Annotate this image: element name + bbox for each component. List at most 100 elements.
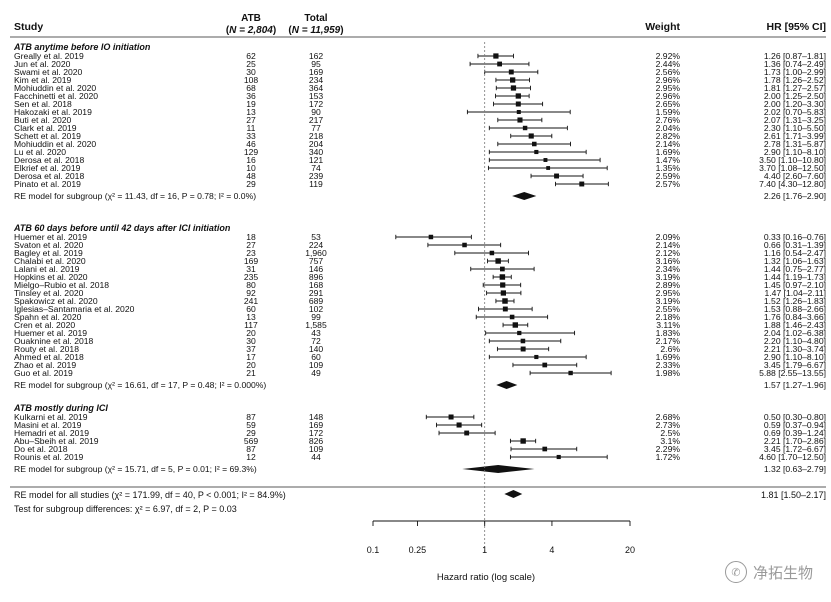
study-name: Hemadri et al. 2019 — [14, 428, 89, 438]
weight-value: 2.59% — [656, 171, 681, 181]
point-estimate — [448, 414, 454, 420]
weight-value: 2.56% — [656, 67, 681, 77]
point-estimate — [502, 298, 508, 304]
atb-count: 27 — [246, 240, 256, 250]
weight-value: 2.33% — [656, 360, 681, 370]
hr-ci-value: 1.26 [0.87–1.81] — [764, 51, 826, 61]
hr-ci-value: 3.70 [1.08–12.50] — [759, 163, 826, 173]
header-total: Total — [304, 13, 327, 24]
atb-count: 21 — [246, 368, 256, 378]
weight-value: 2.57% — [656, 179, 681, 189]
total-count: 340 — [309, 147, 324, 157]
total-count: 896 — [309, 272, 324, 282]
hr-ci-value: 1.78 [1.26–2.52] — [764, 75, 826, 85]
point-estimate — [520, 438, 526, 444]
study-name: Rounis et al. 2019 — [14, 452, 83, 462]
total-count: 109 — [309, 360, 324, 370]
hr-ci-value: 2.00 [1.25–2.50] — [764, 91, 826, 101]
point-estimate — [456, 422, 462, 428]
total-count: 102 — [309, 304, 324, 314]
hr-ci-value: 2.21 [1.70–2.86] — [764, 436, 826, 446]
weight-value: 2.68% — [656, 412, 681, 422]
point-estimate — [515, 101, 521, 107]
subgroup-hr-ci: 1.57 [1.27–1.96] — [764, 380, 826, 390]
point-estimate — [546, 166, 551, 170]
header-total-n: (N = 11,959) — [288, 25, 343, 36]
hr-ci-value: 1.53 [0.88–2.66] — [764, 304, 826, 314]
weight-value: 3.1% — [660, 436, 680, 446]
point-estimate — [520, 346, 526, 352]
total-count: 140 — [309, 344, 324, 354]
hr-ci-value: 2.30 [1.10–5.50] — [764, 123, 826, 133]
total-count: 72 — [311, 336, 321, 346]
hr-ci-value: 2.00 [1.20–3.30] — [764, 99, 826, 109]
study-name: Clark et al. 2019 — [14, 123, 77, 133]
weight-value: 2.14% — [656, 240, 681, 250]
weight-value: 2.65% — [656, 99, 681, 109]
hr-ci-value: 3.45 [1.72–6.67] — [764, 444, 826, 454]
weight-value: 2.73% — [656, 420, 681, 430]
weight-value: 1.35% — [656, 163, 681, 173]
weight-value: 2.76% — [656, 115, 681, 125]
atb-count: 12 — [246, 452, 256, 462]
point-estimate — [489, 250, 495, 256]
study-name: Schett et al. 2019 — [14, 131, 81, 141]
study-name: Hakozaki et al. 2019 — [14, 107, 92, 117]
study-name: Do et al. 2018 — [14, 444, 68, 454]
header-atb-n-text: N = 2,804 — [229, 25, 273, 36]
total-count: 239 — [309, 171, 324, 181]
point-estimate — [464, 430, 470, 436]
total-count: 60 — [311, 352, 321, 362]
subgroup-hr-ci: 1.32 [0.63–2.79] — [764, 464, 826, 474]
point-estimate — [554, 173, 560, 179]
total-count: 53 — [311, 232, 321, 242]
wechat-icon: ✆ — [724, 561, 747, 583]
hr-ci-value: 1.44 [1.19–1.73] — [764, 272, 826, 282]
hr-ci-value: 1.44 [0.75–2.77] — [764, 264, 826, 274]
study-rows: ATB anytime before IO initiationGreally … — [13, 42, 826, 498]
atb-count: 20 — [246, 328, 256, 338]
subgroup-model-label: RE model for subgroup (χ² = 15.71, df = … — [14, 464, 257, 474]
hr-ci-value: 2.02 [0.70–5.83] — [764, 107, 826, 117]
point-estimate — [532, 141, 537, 147]
study-name: Ahmed et al. 2018 — [14, 352, 84, 362]
weight-value: 2.95% — [656, 288, 681, 298]
total-count: 234 — [309, 75, 324, 85]
subgroup-title: ATB 60 days before until 42 days after I… — [13, 223, 231, 233]
weight-value: 1.69% — [656, 352, 681, 362]
weight-value: 2.82% — [656, 131, 681, 141]
point-estimate — [428, 234, 434, 240]
study-name: Tinsley et al. 2020 — [14, 288, 84, 298]
study-name: Sen et al. 2018 — [14, 99, 72, 109]
x-axis-label: Hazard ratio (log scale) — [437, 572, 535, 583]
hr-ci-value: 2.20 [1.10–4.80] — [764, 336, 826, 346]
weight-value: 2.44% — [656, 59, 681, 69]
weight-value: 2.34% — [656, 264, 681, 274]
study-name: Svaton et al. 2020 — [14, 240, 83, 250]
atb-count: 13 — [246, 312, 256, 322]
study-name: Masini et al. 2019 — [14, 420, 82, 430]
atb-count: 31 — [246, 264, 256, 274]
study-name: Pinato et al. 2019 — [14, 179, 81, 189]
hr-ci-value: 0.66 [0.31–1.39] — [764, 240, 826, 250]
overall-hr-ci: 1.81 [1.50–2.17] — [761, 490, 826, 500]
total-count: 146 — [309, 264, 324, 274]
hr-ci-value: 7.40 [4.30–12.80] — [759, 179, 826, 189]
atb-count: 46 — [246, 139, 256, 149]
atb-count: 62 — [246, 51, 256, 61]
hr-ci-value: 1.81 [1.27–2.57] — [764, 83, 826, 93]
weight-value: 3.16% — [656, 256, 681, 266]
total-count: 148 — [309, 412, 324, 422]
atb-count: 20 — [246, 360, 256, 370]
point-estimate — [500, 290, 507, 296]
atb-count: 80 — [246, 280, 256, 290]
total-count: 169 — [309, 420, 324, 430]
atb-count: 87 — [246, 444, 256, 454]
header-total-n-text: N = 11,959 — [292, 25, 341, 36]
point-estimate — [500, 282, 506, 288]
overall-model-label: RE model for all studies (χ² = 171.99, d… — [14, 490, 286, 500]
study-name: Kim et al. 2019 — [14, 75, 72, 85]
study-name: Huemer et al. 2019 — [14, 232, 87, 242]
total-count: 119 — [309, 179, 323, 189]
total-count: 826 — [309, 436, 324, 446]
